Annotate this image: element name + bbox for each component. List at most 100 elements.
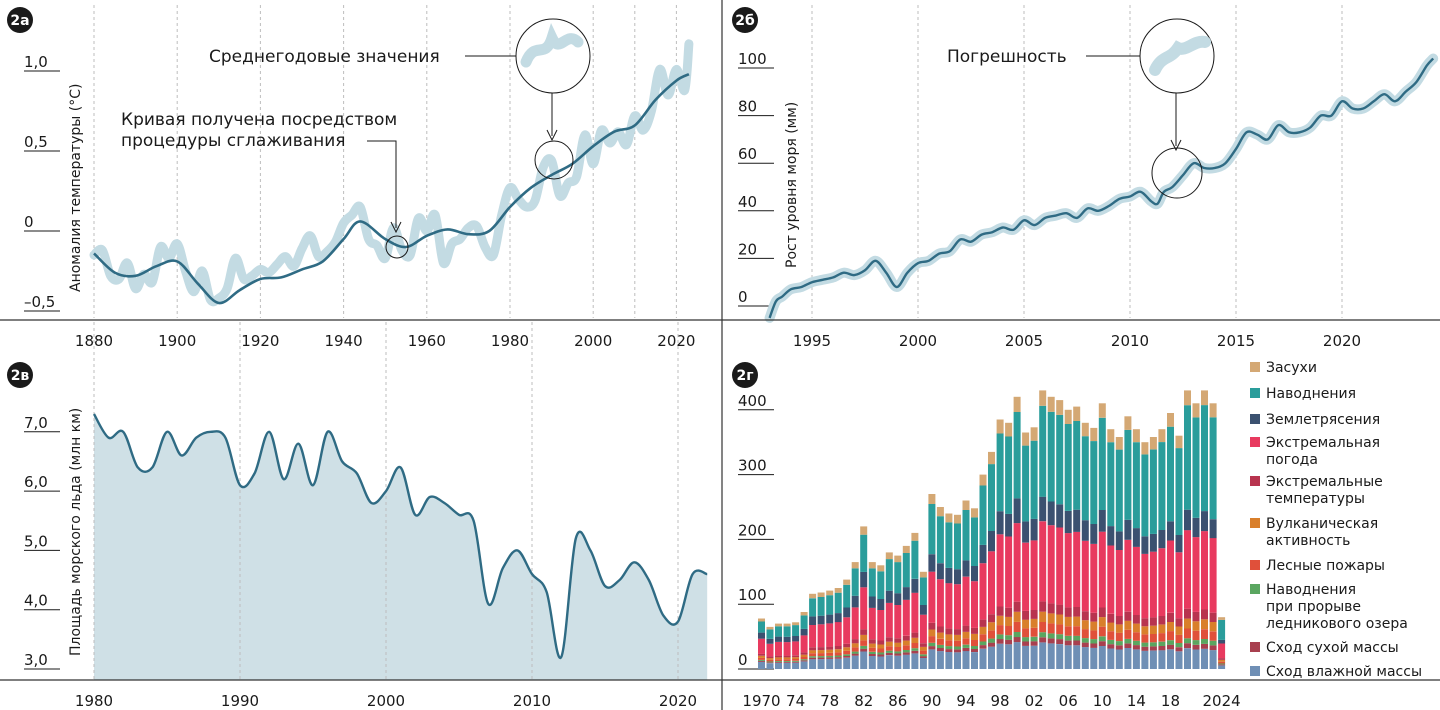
bar-segment <box>1073 509 1081 532</box>
y-tick-0: 400 <box>738 392 767 410</box>
bar-segment <box>1022 628 1030 638</box>
bar-segment <box>954 649 961 653</box>
bar-segment <box>936 516 944 564</box>
bar-segment <box>936 638 944 645</box>
bar-segment <box>783 662 791 669</box>
legend-label-line: при прорыве <box>1266 599 1361 615</box>
bar-segment <box>809 624 817 648</box>
bar-segment <box>1218 665 1226 669</box>
bar-segment <box>1022 521 1030 543</box>
bar-segment <box>1184 648 1191 669</box>
bar-segment <box>1201 648 1208 669</box>
bar-segment <box>1149 617 1157 626</box>
bar-segment <box>962 632 970 639</box>
bar-segment <box>919 577 927 605</box>
legend-swatch <box>1250 642 1260 652</box>
y-tick-4: 3,0 <box>24 651 48 669</box>
bar-segment <box>1218 658 1226 660</box>
bar-segment <box>885 637 893 642</box>
bar-segment <box>1141 454 1149 537</box>
bar-segment <box>936 651 944 669</box>
bar-segment <box>988 642 995 647</box>
bar-segment <box>1132 615 1140 624</box>
bar-segment <box>1167 631 1174 641</box>
legend-item: Наводнения <box>1250 386 1356 402</box>
bar-segment <box>868 568 876 597</box>
bar-segment <box>1090 524 1098 544</box>
bar-segment <box>868 656 876 669</box>
bar-segment <box>1107 639 1115 645</box>
bar-segment <box>792 636 800 642</box>
y-tick-2: 60 <box>738 145 757 163</box>
bar-segment <box>809 598 817 617</box>
badge-2a: 2а <box>10 13 29 29</box>
bar-segment <box>1141 634 1149 643</box>
bar-segment <box>1107 631 1115 640</box>
bar-segment <box>928 571 936 623</box>
bar-segment <box>928 649 936 669</box>
bar-2007 <box>1073 406 1081 669</box>
bar-segment <box>1115 550 1123 616</box>
bar-segment <box>936 648 944 652</box>
bar-2005 <box>1056 400 1064 669</box>
bar-segment <box>1022 645 1030 669</box>
bar-segment <box>996 606 1004 616</box>
bar-segment <box>766 638 774 644</box>
bar-segment <box>851 653 859 656</box>
bar-segment <box>1209 519 1217 539</box>
y-axis-label: Площадь морского льда (млн км) <box>68 408 84 656</box>
bar-segment <box>1005 635 1013 640</box>
bar-segment <box>1005 644 1013 669</box>
bar-segment <box>834 646 842 650</box>
bar-segment <box>843 607 851 618</box>
bar-segment <box>945 649 953 652</box>
bar-2020 <box>1184 390 1191 669</box>
bar-segment <box>800 656 808 660</box>
y-tick-1: 0,5 <box>24 133 48 151</box>
bar-segment <box>783 655 791 658</box>
annotation-uncertainty: Погрешность <box>947 47 1067 67</box>
bar-segment <box>945 522 953 568</box>
bar-segment <box>792 662 800 669</box>
bar-segment <box>843 654 851 656</box>
bar-segment <box>775 661 782 663</box>
bar-segment <box>1073 626 1081 636</box>
bar-segment <box>979 485 987 545</box>
bar-segment <box>766 662 774 664</box>
y-tick-1: 6,0 <box>24 473 48 491</box>
bar-segment <box>911 540 919 579</box>
bar-segment <box>928 636 936 643</box>
bar-segment <box>1047 603 1055 614</box>
legend-swatch <box>1250 666 1260 676</box>
bar-segment <box>1030 645 1038 669</box>
bar-segment <box>1141 442 1149 455</box>
sea-level-line <box>768 57 1435 319</box>
bar-segment <box>1047 501 1055 526</box>
bar-segment <box>945 646 953 649</box>
bar-segment <box>1056 614 1064 625</box>
bar-segment <box>868 639 876 644</box>
bar-segment <box>1030 540 1038 610</box>
bar-segment <box>1064 616 1072 627</box>
bar-1991 <box>936 507 944 669</box>
x-tick-06: 06 <box>1059 692 1078 710</box>
bar-segment <box>1098 531 1106 608</box>
bar-segment <box>1158 530 1166 549</box>
x-tick-94: 94 <box>956 692 975 710</box>
bar-segment <box>1090 621 1098 631</box>
bar-segment <box>868 596 876 608</box>
y-axis-label: Аномалия температуры (°C) <box>68 84 84 292</box>
x-tick-1995: 1995 <box>793 332 831 350</box>
bar-segment <box>1090 639 1098 644</box>
bar-2015 <box>1141 442 1149 669</box>
bar-2003 <box>1039 390 1047 669</box>
bar-segment <box>1132 528 1140 547</box>
bar-segment <box>1141 646 1149 651</box>
bar-segment <box>860 634 868 641</box>
bar-segment <box>1056 604 1064 615</box>
bar-segment <box>775 626 782 637</box>
bar-segment <box>1115 649 1123 669</box>
bar-segment <box>996 615 1004 626</box>
bar-segment <box>1039 642 1047 669</box>
